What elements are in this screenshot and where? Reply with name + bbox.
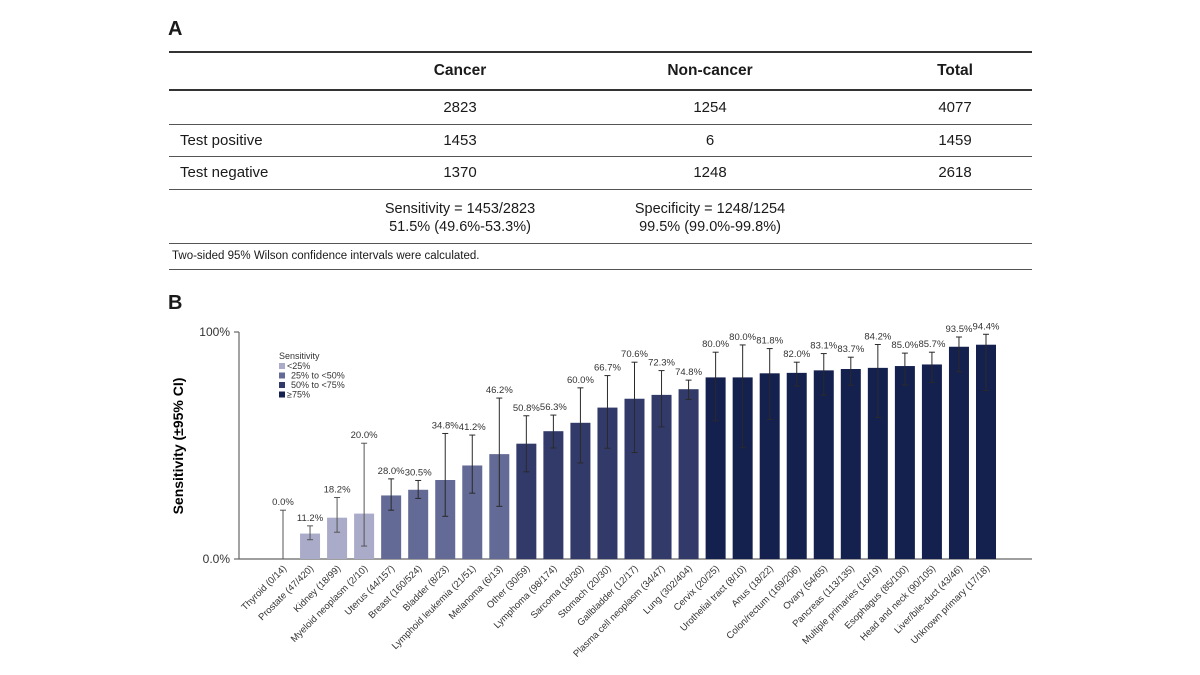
category-labels: Thyroid (0/14)Prostate (47/420)Kidney (1… [240, 563, 993, 659]
table-top-rule [169, 51, 1032, 53]
y-tick-label-0: 0.0% [203, 552, 231, 566]
legend-swatch [279, 391, 285, 398]
cell-total: 1459 [938, 132, 972, 149]
data-label: 85.7% [918, 339, 945, 350]
bar [894, 366, 915, 559]
bar [597, 407, 618, 559]
cell-total: 4077 [938, 99, 972, 116]
data-label: 20.0% [351, 430, 378, 441]
data-label: 72.3% [648, 358, 675, 369]
legend-entry-label: 25% to <50% [291, 371, 345, 381]
header-non-cancer: Non-cancer [667, 62, 753, 79]
row-label: Test positive [180, 132, 263, 149]
table-row-divider [169, 189, 1032, 190]
data-label: 34.8% [432, 420, 459, 431]
data-label: 41.2% [459, 422, 486, 433]
table-row-divider [169, 124, 1032, 125]
bar [921, 364, 942, 559]
sensitivity-formula: Sensitivity = 1453/2823 [384, 201, 536, 217]
bars [300, 344, 996, 559]
data-label: 50.8% [513, 403, 540, 414]
bar [786, 372, 807, 559]
data-label: 0.0% [272, 497, 294, 508]
data-label: 11.2% [297, 513, 324, 524]
data-label: 81.8% [756, 336, 783, 347]
data-label: 28.0% [378, 466, 405, 477]
data-label: 83.1% [810, 341, 837, 352]
legend-entry-label: ≥75% [287, 390, 310, 400]
data-label: 82.0% [783, 349, 810, 360]
data-label: 56.3% [540, 402, 567, 413]
bar [732, 377, 753, 559]
table-summary-rule [169, 243, 1032, 244]
sensitivity-value: 51.5% (49.6%-53.3%) [389, 219, 531, 235]
data-label: 46.2% [486, 385, 513, 396]
legend-entry-label: <25% [287, 361, 310, 371]
data-label: 84.2% [864, 331, 891, 342]
data-label: 80.0% [729, 332, 756, 343]
bar [570, 422, 591, 559]
bar [624, 398, 645, 559]
y-axis-label: Sensitivity (±95% CI) [170, 378, 186, 515]
bar [976, 344, 996, 559]
table-footnote: Two-sided 95% Wilson confidence interval… [172, 250, 480, 262]
legend-swatch [279, 363, 285, 369]
table-row-divider [169, 156, 1032, 157]
bar [867, 367, 888, 559]
table-bottom-rule [169, 269, 1032, 270]
bar [840, 369, 861, 559]
data-label: 93.5% [945, 324, 972, 335]
legend-swatch [279, 372, 285, 379]
bar [705, 377, 726, 559]
specificity-formula: Specificity = 1248/1254 [634, 201, 786, 217]
cell-cancer: 2823 [443, 99, 477, 116]
bar [813, 370, 834, 559]
specificity-value: 99.5% (99.0%-99.8%) [639, 219, 781, 235]
cell-total: 2618 [938, 164, 972, 181]
bar [516, 443, 537, 559]
cell-non-cancer: 1254 [693, 99, 727, 116]
bar [678, 389, 699, 559]
data-label: 94.4% [973, 321, 1000, 332]
bar [435, 480, 456, 559]
legend: Sensitivity <25%25% to <50%50% to <75%≥7… [279, 351, 345, 400]
data-label: 83.7% [837, 344, 864, 355]
data-labels: 0.0%11.2% 18.2% 20.0% 28.0% 30.5% 34.8% 41.2% 4… [272, 321, 1000, 524]
bar [759, 373, 780, 559]
bar [948, 346, 969, 559]
bar [300, 533, 321, 559]
cell-non-cancer: 1248 [693, 164, 727, 181]
data-label: 60.0% [567, 375, 594, 386]
row-label: Test negative [180, 164, 269, 181]
table-header-rule [169, 89, 1032, 91]
cell-non-cancer: 6 [705, 132, 715, 149]
legend-entry-label: 50% to <75% [291, 380, 345, 390]
data-label: 85.0% [891, 340, 918, 351]
bar [543, 431, 564, 559]
data-label: 74.8% [675, 367, 702, 378]
bar [381, 495, 402, 559]
data-label: 80.0% [702, 339, 729, 350]
bar [651, 394, 672, 559]
legend-title: Sensitivity [279, 351, 320, 361]
data-label: 66.7% [594, 363, 621, 374]
specificity-summary: Specificity = 1248/1254 99.5% (99.0%-99.… [610, 200, 810, 236]
bar [408, 489, 429, 559]
panel-b-label: B [168, 292, 183, 314]
panel-a-label: A [168, 18, 183, 40]
cell-cancer: 1370 [443, 164, 477, 181]
y-tick-label-100: 100% [199, 325, 230, 339]
header-total: Total [937, 62, 973, 79]
bar [327, 517, 348, 559]
legend-swatch [279, 382, 285, 388]
data-label: 70.6% [621, 349, 648, 360]
cell-cancer: 1453 [443, 132, 477, 149]
error-bars [280, 333, 989, 559]
sensitivity-summary: Sensitivity = 1453/2823 51.5% (49.6%-53.… [360, 200, 560, 236]
data-label: 30.5% [405, 467, 432, 478]
data-label: 18.2% [324, 484, 351, 495]
bar [462, 465, 483, 559]
header-cancer: Cancer [433, 62, 487, 79]
